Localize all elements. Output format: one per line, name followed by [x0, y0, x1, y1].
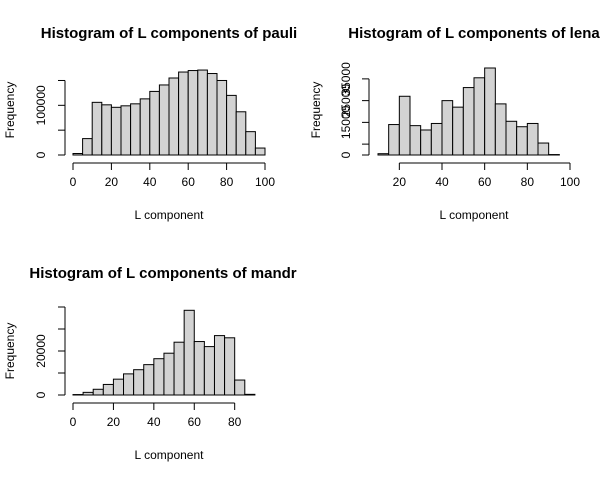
y-tick-label: 25000: [339, 84, 353, 118]
histogram-bar: [158, 84, 170, 156]
y-tick-label: 20000: [34, 334, 48, 368]
x-tick-label: 100: [255, 175, 275, 189]
histogram-bar: [92, 388, 104, 396]
y-axis-label: Frequency: [3, 82, 17, 139]
x-tick-label: 20: [107, 415, 121, 429]
histogram-bar: [213, 335, 226, 396]
histogram-bar: [216, 79, 228, 156]
x-tick-label: 60: [478, 175, 492, 189]
histogram-bar: [72, 153, 84, 156]
y-tick-label: 0: [34, 151, 48, 158]
y-tick-label: 0: [339, 151, 353, 158]
histogram-bar: [193, 341, 205, 396]
y-axis-label: Frequency: [309, 82, 323, 139]
histogram-bar: [526, 122, 539, 156]
histogram-bar: [206, 73, 218, 156]
x-tick-label: 20: [105, 175, 119, 189]
histogram-bar: [484, 67, 496, 156]
histogram-bar: [123, 373, 135, 396]
histogram-bar: [537, 142, 550, 156]
x-tick-label: 80: [228, 415, 242, 429]
histogram-bar: [245, 131, 256, 156]
y-tick-label: 0: [34, 391, 48, 398]
x-tick-label: 80: [220, 175, 234, 189]
histogram-bar: [82, 138, 93, 156]
histogram-bar: [203, 346, 215, 396]
histogram-bar: [441, 100, 454, 156]
x-tick-label: 80: [521, 175, 535, 189]
histogram-bar: [377, 153, 390, 156]
x-tick-label: 20: [393, 175, 407, 189]
histogram-bar: [409, 125, 422, 156]
histogram-bar: [226, 94, 237, 156]
x-tick-label: 100: [560, 175, 580, 189]
x-tick-label: 60: [188, 415, 202, 429]
histogram-bar: [420, 129, 432, 156]
histogram-bar: [130, 103, 141, 156]
x-tick-label: 0: [70, 415, 77, 429]
histogram-bar: [139, 98, 151, 156]
histogram-bar: [516, 126, 528, 156]
histogram-panel-pauli: Histogram of L components of pauli L com…: [3, 25, 297, 222]
chart-title: Histogram of L components of pauli: [41, 25, 297, 42]
histogram-bar: [133, 369, 145, 396]
histogram-bar: [505, 120, 518, 156]
histogram-bar: [143, 364, 155, 396]
histogram-bar: [110, 106, 122, 156]
histogram-bar: [120, 105, 132, 156]
histogram-bar: [168, 77, 180, 156]
histogram-bar: [82, 391, 94, 396]
histogram-bar: [494, 103, 507, 156]
histogram-bar: [149, 90, 160, 156]
y-axis-label: Frequency: [3, 323, 17, 380]
bar-group: [72, 69, 266, 156]
histogram-bar: [197, 69, 208, 156]
histogram-panel-lena: Histogram of L components of lena L comp…: [309, 25, 600, 222]
x-axis-label: L component: [135, 448, 205, 462]
bar-group: [72, 309, 256, 396]
y-axis: 0 20000: [34, 306, 66, 398]
x-axis: 20 40 60 80 100: [393, 162, 580, 189]
histogram-bar: [452, 106, 464, 156]
histogram-bar: [234, 379, 246, 396]
y-tick-label: 35000: [339, 62, 353, 96]
histogram-panel-mandr: Histogram of L components of mandr L com…: [3, 265, 297, 462]
histogram-bar: [388, 124, 400, 156]
histogram-bar: [183, 309, 195, 396]
histogram-bar: [102, 383, 114, 396]
histogram-bar: [244, 393, 256, 396]
histogram-bar: [163, 352, 175, 396]
histogram-bar: [178, 71, 189, 156]
bar-group: [377, 67, 560, 156]
x-axis: 0 20 40 60 80 100: [70, 162, 275, 189]
x-tick-label: 40: [435, 175, 449, 189]
histogram-bar: [173, 341, 185, 396]
histogram-bar: [224, 337, 236, 396]
y-tick-label: 100000: [34, 85, 48, 125]
histogram-bar: [91, 101, 103, 156]
histogram-bar: [430, 122, 443, 156]
x-tick-label: 60: [182, 175, 196, 189]
histogram-bar: [112, 378, 125, 396]
x-axis-label: L component: [440, 208, 510, 222]
histogram-bar: [101, 104, 112, 156]
chart-title: Histogram of L components of mandr: [29, 265, 296, 282]
histogram-bar: [187, 70, 199, 156]
histogram-bar: [235, 111, 247, 156]
x-tick-label: 40: [147, 415, 161, 429]
histogram-bar: [153, 358, 165, 396]
chart-title: Histogram of L components of lena: [348, 25, 600, 42]
histogram-bar: [462, 87, 475, 156]
x-axis-label: L component: [135, 208, 205, 222]
x-tick-label: 0: [70, 175, 77, 189]
x-tick-label: 40: [143, 175, 157, 189]
y-axis: 0 100000: [34, 79, 66, 158]
histogram-bar: [473, 77, 486, 156]
histogram-bar: [398, 95, 411, 156]
x-axis: 0 20 40 60 80: [70, 402, 242, 429]
histogram-bar: [254, 147, 266, 156]
y-tick-label: 15000: [339, 105, 353, 139]
